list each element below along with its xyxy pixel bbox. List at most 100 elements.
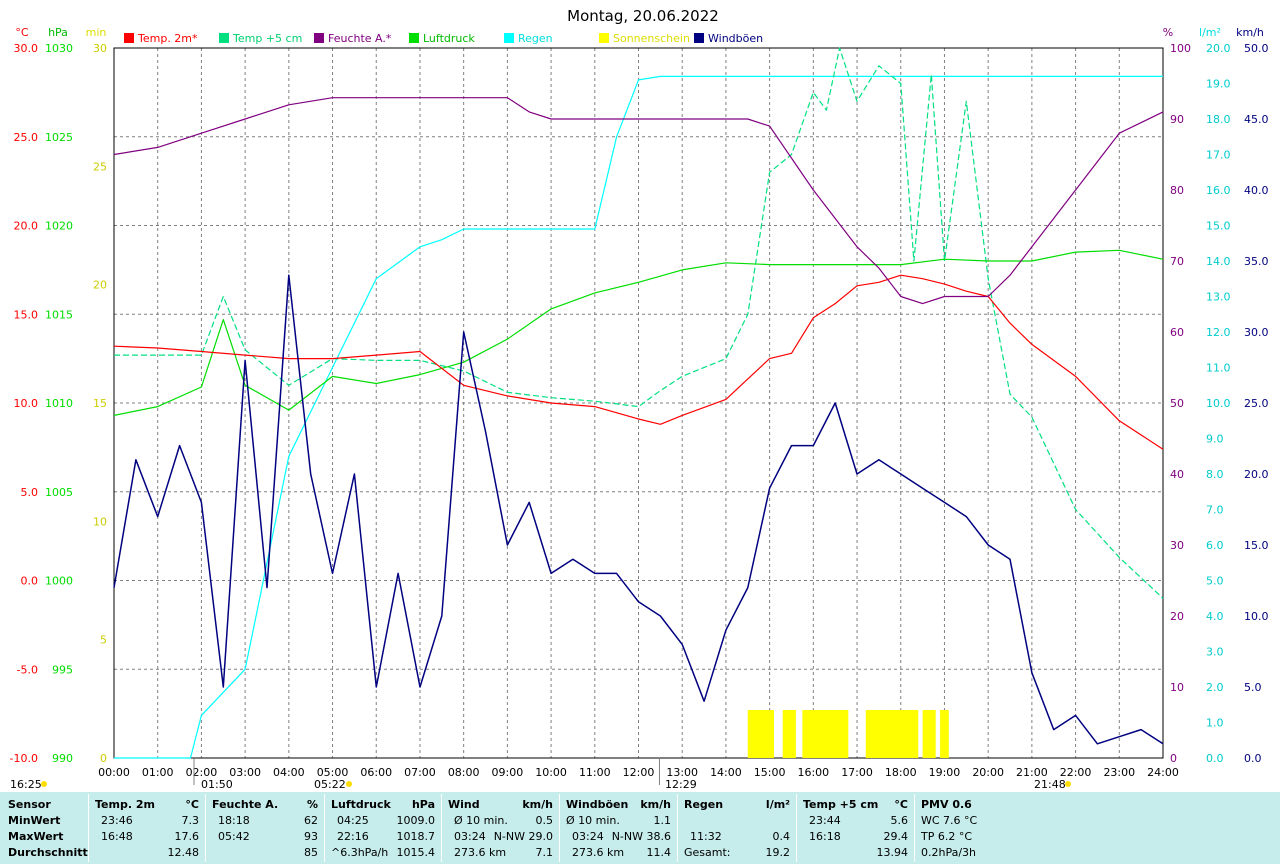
tick-labels: 00:00 01:00 02:00 03:00 04:00 05:00 06:00 07:00… <box>10 42 1269 779</box>
sun-tick-label: 10 <box>93 515 107 528</box>
rain-tick-label: 14.0 <box>1206 255 1231 268</box>
sunshine-bar <box>865 710 919 758</box>
rain-tick-label: 19.0 <box>1206 78 1231 91</box>
x-tick-label: 07:00 <box>404 766 436 779</box>
x-tick-label: 14:00 <box>710 766 742 779</box>
r3-value: 7.1 <box>535 846 554 859</box>
stats-windboeen: Windböen km/h Ø 10 min. 1.1 03:24 N-NW 3… <box>560 792 677 864</box>
hum-tick-label: 50 <box>1170 397 1184 410</box>
wind-tick-label: 35.0 <box>1244 255 1269 268</box>
min-time: 04:25 <box>337 814 369 827</box>
legend-item-temp5cm: Temp +5 cm <box>219 32 302 45</box>
max-value: 29.4 <box>883 830 909 843</box>
r2-value: N-NW 29.0 <box>493 830 553 843</box>
x-tick-label: 22:00 <box>1060 766 1092 779</box>
x-tick-label: 23:00 <box>1103 766 1135 779</box>
stats-regen: Regen l/m² 11:32 0.4 Gesamt: 19.2 <box>678 792 796 864</box>
r1-label: Ø 10 min. <box>454 814 508 827</box>
rain-tick-label: 10.0 <box>1206 397 1231 410</box>
hum-tick-label: 40 <box>1170 468 1184 481</box>
press-tick-label: 1000 <box>45 575 73 588</box>
row-label-avg: Durchschnitt <box>8 846 88 859</box>
temp-tick-label: -5.0 <box>17 663 38 676</box>
title: Wind <box>448 798 480 811</box>
title: Temp. 2m <box>95 798 155 811</box>
stats-wind: Wind km/h Ø 10 min. 0.5 03:24 N-NW 29.0 … <box>442 792 559 864</box>
legend-item-luftdruck: Luftdruck <box>409 32 475 45</box>
sunrise-icon <box>346 781 352 787</box>
title: PMV 0.6 <box>921 798 972 811</box>
r3-label: 273.6 km <box>572 846 625 859</box>
r2-label: 03:24 <box>454 830 486 843</box>
wind-tick-label: 30.0 <box>1244 326 1269 339</box>
unit: % <box>306 798 318 811</box>
r1-value: 1.1 <box>653 814 672 827</box>
min-value: 62 <box>304 814 318 827</box>
stats-pmv: PMV 0.6 WC 7.6 °C TP 6.2 °C 0.2hPa/3h <box>915 792 1035 864</box>
x-tick-label: 19:00 <box>929 766 961 779</box>
min-value: 1009.0 <box>396 814 436 827</box>
rain-tick-label: 9.0 <box>1206 433 1224 446</box>
wind-unit-label: km/h <box>1236 26 1264 39</box>
unit: km/h <box>522 798 553 811</box>
max-time: 16:18 <box>809 830 841 843</box>
rain-tick-label: 7.0 <box>1206 504 1224 517</box>
wind-tick-label: 10.0 <box>1244 610 1269 623</box>
axis-unit-labels: °C hPa min % l/m² km/h <box>15 26 1264 39</box>
min-value: 5.6 <box>890 814 909 827</box>
legend-item-windboeen: Windböen <box>694 32 763 45</box>
r3-value: 11.4 <box>646 846 672 859</box>
wind-tick-label: 25.0 <box>1244 397 1269 410</box>
max-value: 17.6 <box>174 830 200 843</box>
x-tick-label: 04:00 <box>273 766 305 779</box>
legend-swatch <box>599 33 609 43</box>
legend-swatch <box>219 33 229 43</box>
sun-tick-label: 0 <box>100 752 107 765</box>
x-tick-label: 21:00 <box>1016 766 1048 779</box>
legend-swatch <box>409 33 419 43</box>
sun-icon <box>41 781 47 787</box>
legend-label: Luftdruck <box>423 32 475 45</box>
r3-value: 19.2 <box>765 846 791 859</box>
sunshine-bar <box>782 710 796 758</box>
legend-item-temp2m: Temp. 2m* <box>124 32 198 45</box>
x-tick-label: 17:00 <box>841 766 873 779</box>
avg-value: 13.94 <box>876 846 909 859</box>
rain-tick-label: 0.0 <box>1206 752 1224 765</box>
title: Windböen <box>566 798 629 811</box>
r1-value: 0.5 <box>535 814 554 827</box>
pressure-trend: 0.2hPa/3h <box>921 846 977 859</box>
sun-tick-label: 30 <box>93 42 107 55</box>
rain-tick-label: 11.0 <box>1206 362 1231 375</box>
weather-chart: Montag, 20.06.2022 Temp. 2m* Temp +5 cm … <box>10 7 1269 791</box>
rain-tick-label: 4.0 <box>1206 610 1224 623</box>
temp-tick-label: 10.0 <box>14 397 39 410</box>
sunset-icon <box>1065 781 1071 787</box>
time-markers: 16:25 01:50 05:22 12:29 21:48 <box>10 758 1071 791</box>
press-tick-label: 1025 <box>45 131 73 144</box>
rain-tick-label: 13.0 <box>1206 291 1231 304</box>
hum-tick-label: 0 <box>1170 752 1177 765</box>
row-label-min: MinWert <box>8 814 61 827</box>
temp5cm-line <box>114 47 1164 599</box>
wind-tick-label: 40.0 <box>1244 184 1269 197</box>
sunshine-bar <box>802 710 849 758</box>
press-tick-label: 1015 <box>45 308 73 321</box>
hum-tick-label: 30 <box>1170 539 1184 552</box>
unit: °C <box>894 798 908 811</box>
x-tick-label: 01:00 <box>142 766 174 779</box>
hum-tick-label: 100 <box>1170 42 1191 55</box>
moonrise-label: 01:50 <box>201 778 233 791</box>
rain-tick-label: 5.0 <box>1206 575 1224 588</box>
legend-swatch <box>124 33 134 43</box>
x-tick-label: 12:00 <box>623 766 655 779</box>
x-tick-label: 03:00 <box>229 766 261 779</box>
title: Temp +5 cm <box>803 798 879 811</box>
unit: hPa <box>411 798 435 811</box>
legend-item-regen: Regen <box>504 32 553 45</box>
stats-panel: Sensor MinWert MaxWert Durchschnitt Temp… <box>0 792 1280 864</box>
wind-tick-label: 0.0 <box>1244 752 1262 765</box>
title: Regen <box>684 798 724 811</box>
sun-tick-label: 5 <box>100 634 107 647</box>
r3-label: Gesamt: <box>684 846 731 859</box>
